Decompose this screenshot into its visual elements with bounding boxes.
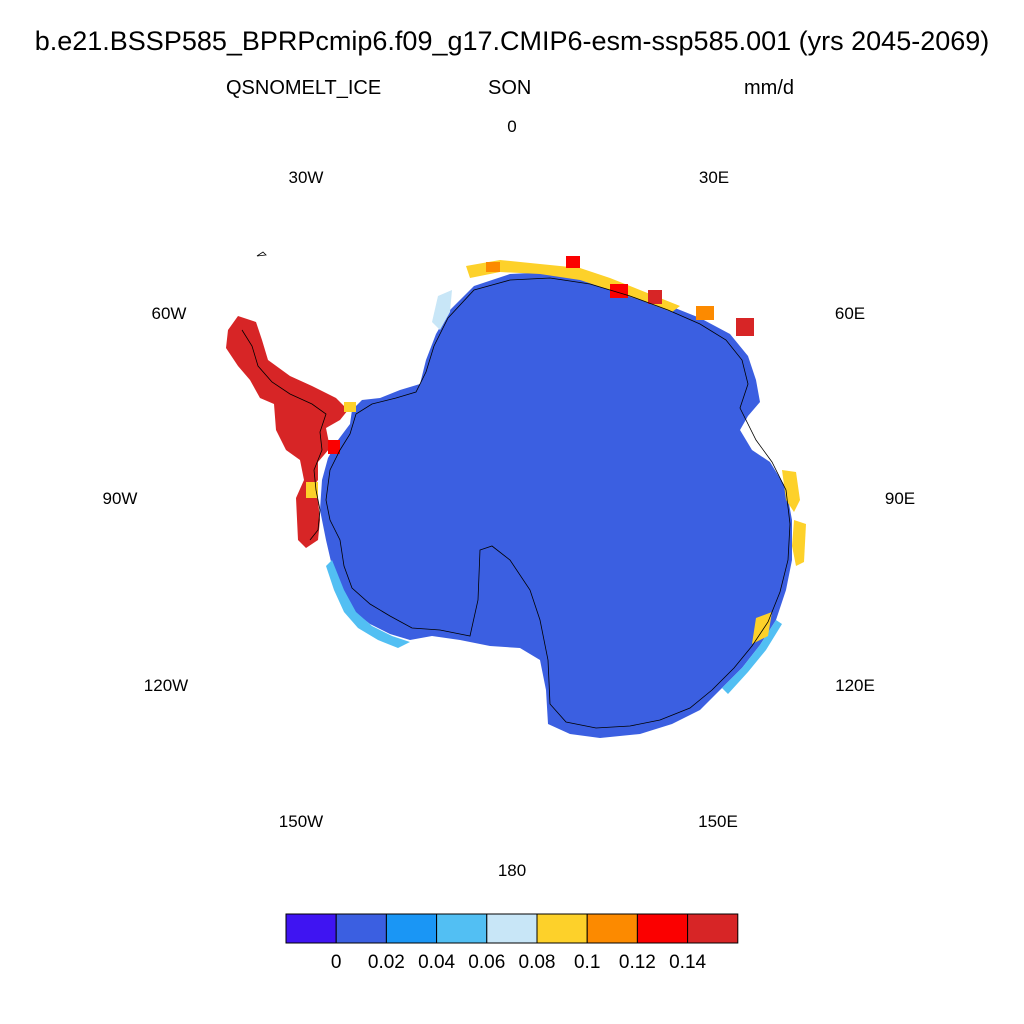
lon-label-120w: 120W <box>143 676 189 695</box>
coastal-band-yellow-east <box>782 470 800 512</box>
season-label: SON <box>488 77 532 99</box>
lon-label-90e: 90E <box>884 489 916 508</box>
colorbar-tick-label: 0.1 <box>573 952 601 973</box>
figure-title: b.e21.BSSP585_BPRPcmip6.f09_g17.CMIP6-es… <box>34 26 990 56</box>
lon-label-60e: 60E <box>834 304 866 323</box>
peninsula-coastline <box>241 329 327 541</box>
colorbar-tick-label: 0.02 <box>367 952 405 973</box>
colorbar-tick-label: 0.06 <box>468 952 506 973</box>
island-outline <box>256 251 267 257</box>
coastline <box>325 277 791 729</box>
peninsula-high-melt-region <box>226 316 348 548</box>
coastal-band-yellow-southeast <box>752 612 772 644</box>
lon-label-180: 180 <box>497 861 527 880</box>
melt-cell-red-2 <box>610 284 628 298</box>
lon-label-0: 0 <box>507 117 517 136</box>
lon-label-30w: 30W <box>288 168 324 187</box>
lon-label-90w: 90W <box>102 489 138 508</box>
lon-label-150w: 150W <box>278 812 324 831</box>
coastal-band-light-blue <box>326 560 410 648</box>
lon-label-120e: 120E <box>835 676 875 695</box>
melt-cell-red-4 <box>736 318 754 336</box>
melt-cell-orange-2 <box>486 262 500 272</box>
melt-cell-yellow-west-2 <box>344 402 356 412</box>
variable-label: QSNOMELT_ICE <box>226 77 382 99</box>
continent-interior <box>320 272 792 738</box>
colorbar-tick-label: 0.08 <box>518 952 556 973</box>
colorbar-tick-label: 0.14 <box>669 952 707 973</box>
lon-label-150e: 150E <box>698 812 738 831</box>
melt-cell-orange-1 <box>696 306 714 320</box>
units-label: mm/d <box>744 77 794 99</box>
melt-cell-yellow-west <box>306 482 318 498</box>
melt-cell-red-1 <box>566 256 580 268</box>
lon-label-60w: 60W <box>151 304 187 323</box>
coastal-band-yellow-east-2 <box>792 520 806 566</box>
lon-label-30e: 30E <box>698 168 730 187</box>
melt-cell-red-west <box>328 440 340 454</box>
coastal-band-pale <box>432 290 452 330</box>
coastal-band-light-blue-east <box>722 620 782 694</box>
colorbar-tick-label: 0.04 <box>418 952 456 973</box>
colorbar-tick-label: 0.12 <box>618 952 656 973</box>
colorbar-tick-label: 0 <box>330 952 342 973</box>
melt-cell-red-3 <box>648 290 662 304</box>
